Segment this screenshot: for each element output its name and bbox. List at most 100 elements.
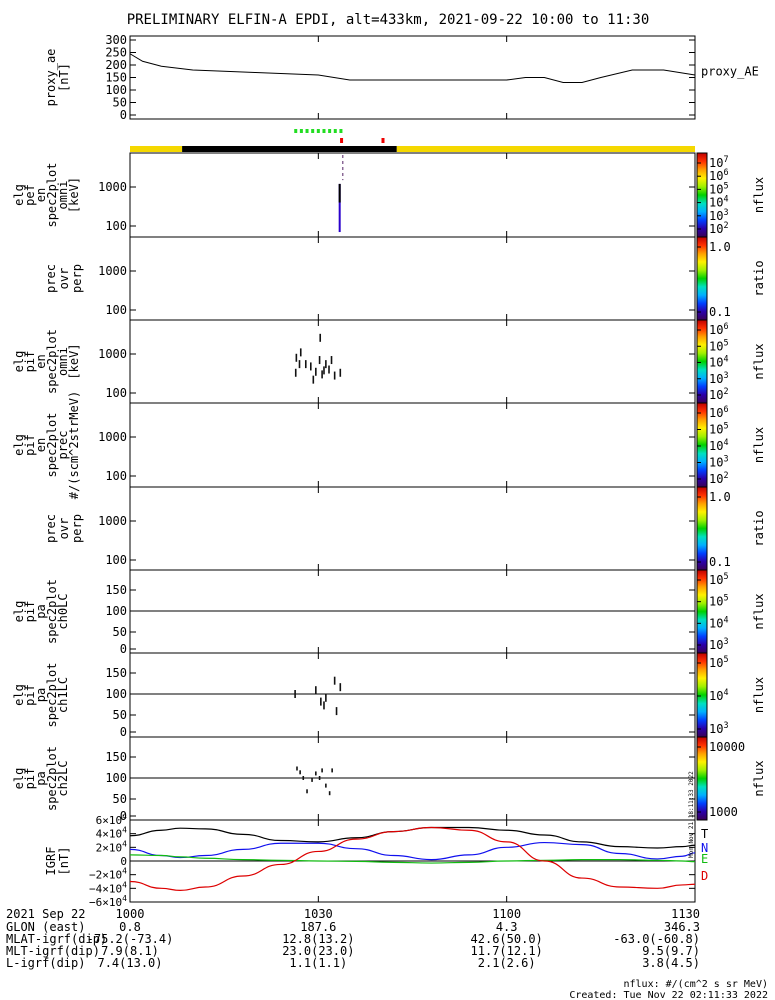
pif-spot (323, 366, 325, 375)
pif-spot (330, 356, 333, 365)
panel-ylabel: pif (23, 684, 37, 706)
table-cell: -63.0(-60.8) (613, 932, 700, 946)
panel-ylabel: pa (34, 688, 48, 702)
pa-ch2-spot (315, 771, 317, 776)
panel-ylabel: elg (12, 434, 26, 456)
panel-ylabel: ovr (57, 518, 71, 540)
colorbar-label: 102 (709, 470, 729, 486)
green-mark (316, 129, 320, 133)
colorbar-pa_ch2LC: 10000 1000 nflux (696, 736, 766, 821)
panel-frame (129, 319, 696, 404)
table-cell: -75.2(-73.4) (87, 932, 174, 946)
ytick-label: 150 (105, 71, 127, 85)
panel-ylabel: prec (56, 431, 70, 460)
panel-ylabel: spec2plot (45, 329, 59, 394)
table-row-label: MLT-igrf(dip) (6, 944, 100, 958)
table-cell: 7.4(13.0) (97, 956, 162, 970)
pif-spot (333, 371, 336, 380)
panel-frame (129, 152, 696, 238)
orbit-bar (130, 129, 695, 152)
ytick-label: −4×104 (89, 880, 127, 895)
colorbar-title: nflux (752, 427, 766, 463)
panel-ylabel: elg (12, 351, 26, 373)
orbit-segment (396, 146, 695, 152)
panel-ylabel: pif (23, 434, 37, 456)
ytick-label: 100 (105, 219, 127, 233)
red-mark (340, 138, 344, 143)
green-mark (333, 129, 337, 133)
ytick-label: 200 (105, 58, 127, 72)
colorbar-title: nflux (752, 677, 766, 713)
green-mark (322, 129, 326, 133)
ytick-label: 0 (120, 725, 127, 739)
colorbar-label: 106 (709, 404, 729, 420)
colorbar-title: nflux (752, 760, 766, 796)
pif-spot (299, 348, 302, 357)
colorbar-label: 104 (709, 354, 729, 370)
ytick-label: 100 (105, 469, 127, 483)
table-cell: 4.3 (496, 920, 518, 934)
panel-prec_ovr_perp_i: prec ovr perp 1000 100 (44, 486, 696, 571)
panel-ylabel: ch1LC (56, 677, 70, 713)
pa-ch1-spot (339, 683, 342, 692)
panel-right-label: proxy_AE (701, 65, 759, 79)
ytick-label: 100 (105, 553, 127, 567)
ytick-label: 0 (120, 809, 127, 823)
pif-spot (315, 367, 317, 376)
red-mark (381, 138, 385, 143)
pa-ch2-spot (302, 776, 305, 780)
ytick-label: 50 (113, 96, 127, 110)
panel-ylabel: [nT] (57, 63, 71, 92)
colorbar-prec_ovr_perp_e: 1.0 0.1 ratio (696, 236, 766, 321)
ytick-label: 150 (105, 666, 127, 680)
green-mark (311, 129, 315, 133)
ytick-label: 1000 (98, 514, 127, 528)
panel-ylabel: en (34, 188, 48, 202)
colorbar-scale (696, 736, 708, 821)
panel-frame (129, 652, 696, 738)
colorbar-scale (696, 152, 708, 238)
colorbar-title: nflux (752, 177, 766, 213)
panel-frame (129, 486, 696, 571)
ytick-label: 4×104 (96, 826, 128, 841)
colorbar-pa_ch0LC: 105 105 104 103 nflux (696, 569, 766, 654)
colorbar-label: 105 (709, 593, 729, 609)
panel-ylabel: en (34, 438, 48, 452)
table-cell: 7.9(8.1) (101, 944, 159, 958)
igrf-legend-T: T (701, 827, 708, 841)
panel-ylabel: [keV] (67, 177, 81, 213)
panel-ylabel: prec (44, 264, 58, 293)
ytick-label: 100 (105, 303, 127, 317)
colorbar-title: ratio (752, 510, 766, 546)
colorbar-label: 0.1 (709, 555, 731, 569)
pif-spot (312, 375, 315, 384)
colorbar-title: nflux (752, 593, 766, 629)
table-cell: 1.1(1.1) (289, 956, 347, 970)
panel-ylabel: [nT] (57, 847, 71, 876)
green-mark (305, 129, 309, 133)
colorbar-scale (696, 652, 708, 738)
igrf-legend-D: D (701, 869, 708, 883)
panel-ylabel: [keV] (67, 343, 81, 379)
pa-ch1-spot (333, 676, 336, 685)
pa-ch1-spot (320, 697, 322, 706)
colorbar-title: nflux (752, 343, 766, 379)
panel-ylabel: elg (12, 684, 26, 706)
panel-ylabel: pif (23, 351, 37, 373)
colorbar-label: 105 (709, 180, 729, 196)
panel-ylabel: pef (23, 184, 37, 206)
pa-ch1-spot (325, 693, 327, 702)
panel-ylabel: elg (12, 184, 26, 206)
colorbar-scale (696, 236, 708, 321)
ytick-label: 100 (105, 83, 127, 97)
pa-ch2-spot (311, 777, 313, 782)
panel-ylabel: perp (70, 264, 84, 293)
ytick-label: 250 (105, 46, 127, 60)
igrf-legend-N: N (701, 841, 708, 855)
plot-title: PRELIMINARY ELFIN-A EPDI, alt=433km, 202… (127, 12, 650, 28)
panel-ylabel: ch2LC (56, 760, 70, 796)
panel-ylabel: en (34, 354, 48, 368)
colorbar-label: 104 (709, 614, 729, 630)
